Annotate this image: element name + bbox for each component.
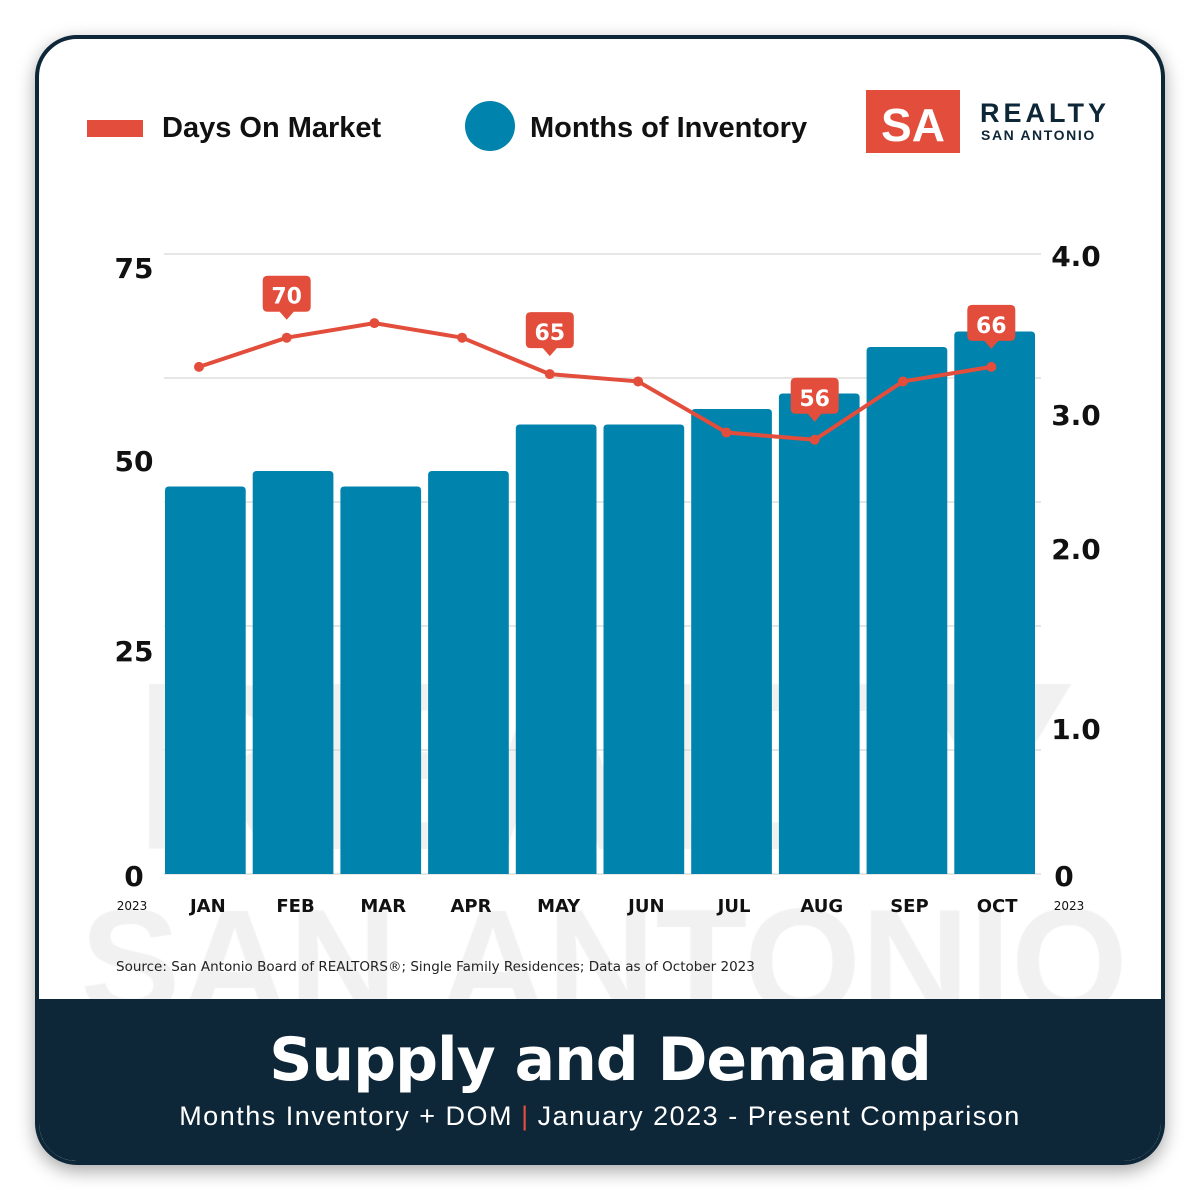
year-label-right: 2023 xyxy=(1054,899,1085,913)
left-tick: 25 xyxy=(115,635,154,668)
callout-label-oct: 66 xyxy=(976,314,1007,339)
logo-name: REALTY xyxy=(980,98,1110,128)
legend-bar-label: Months of Inventory xyxy=(530,112,807,144)
bar-apr xyxy=(428,471,509,874)
dom-point-oct xyxy=(986,361,997,372)
footer-title: Supply and Demand xyxy=(269,1025,932,1095)
footer: Supply and Demand Months Inventory + DOM… xyxy=(39,999,1161,1161)
bar-oct xyxy=(954,331,1035,874)
bar-aug xyxy=(778,393,860,874)
bar-jul xyxy=(691,409,772,874)
year-label-left: 2023 xyxy=(117,899,148,913)
bar-mar xyxy=(340,486,422,874)
bar-feb xyxy=(252,471,334,874)
callout-may xyxy=(525,312,574,357)
dom-point-feb xyxy=(281,332,292,343)
footer-separator: | xyxy=(521,1101,530,1131)
bars xyxy=(165,331,1035,874)
logo: SA REALTY SAN ANTONIO xyxy=(866,90,1110,153)
dom-line: 70 65 56 66 xyxy=(194,275,1016,445)
bar-jun xyxy=(603,424,685,874)
x-tick-jul: JUL xyxy=(716,896,751,917)
footer-subtitle: Months Inventory + DOM | January 2023 - Pr… xyxy=(39,1101,1161,1132)
x-tick-apr: APR xyxy=(450,896,491,917)
bar-jan xyxy=(165,486,246,874)
x-tick-mar: MAR xyxy=(360,896,406,917)
x-tick-jun: JUN xyxy=(626,896,664,917)
logo-sub: SAN ANTONIO xyxy=(981,127,1096,143)
callout-label-may: 65 xyxy=(534,321,565,346)
callout-label-aug: 56 xyxy=(799,387,830,412)
dom-point-jul xyxy=(721,427,732,438)
bar-may xyxy=(515,424,597,874)
right-tick: 2.0 xyxy=(1051,533,1101,566)
callout-aug xyxy=(790,377,839,422)
dom-point-apr xyxy=(457,332,468,343)
callout-label-feb: 70 xyxy=(271,285,302,310)
source-note: Source: San Antonio Board of REALTORS®; … xyxy=(116,959,755,975)
right-tick: 4.0 xyxy=(1051,240,1101,273)
chart: Days On Market Months of Inventory SA RE… xyxy=(87,90,1110,975)
x-tick-sep: SEP xyxy=(890,896,928,917)
x-tick-jan: JAN xyxy=(188,896,226,917)
legend-bar-swatch xyxy=(465,101,515,151)
dom-point-jun xyxy=(633,376,644,387)
logo-mark: SA xyxy=(881,99,945,151)
callout-oct xyxy=(967,304,1016,349)
x-tick-oct: OCT xyxy=(977,896,1019,917)
dom-point-mar xyxy=(369,318,380,329)
legend: Days On Market Months of Inventory xyxy=(87,101,807,151)
left-tick: 0 xyxy=(124,860,143,893)
axes: 0 25 50 75 0 1.0 2.0 3.0 4.0 JAN FEB MAR APR MAY JUN JU… xyxy=(115,240,1101,917)
dom-point-aug xyxy=(809,434,820,445)
right-tick: 0 xyxy=(1054,860,1073,893)
bar-sep xyxy=(866,347,948,874)
x-tick-may: MAY xyxy=(537,896,581,917)
dom-point-sep xyxy=(898,376,908,387)
left-tick: 50 xyxy=(115,445,154,478)
right-tick: 1.0 xyxy=(1051,713,1101,746)
x-tick-feb: FEB xyxy=(276,896,314,917)
footer-sub-right: January 2023 - Present Comparison xyxy=(537,1101,1021,1131)
legend-line-swatch xyxy=(87,120,143,137)
left-tick: 75 xyxy=(115,252,154,285)
infographic-card: Days On Market Months of Inventory SA RE… xyxy=(35,35,1165,1165)
legend-line-label: Days On Market xyxy=(162,112,382,144)
dom-point-may xyxy=(544,369,555,380)
logo-mark-box xyxy=(866,90,960,153)
dom-line-path xyxy=(198,321,992,442)
x-tick-aug: AUG xyxy=(800,896,843,917)
footer-sub-left: Months Inventory + DOM xyxy=(179,1101,514,1131)
callout-feb xyxy=(262,275,311,320)
right-tick: 3.0 xyxy=(1051,399,1101,432)
dom-point-jan xyxy=(194,361,204,372)
